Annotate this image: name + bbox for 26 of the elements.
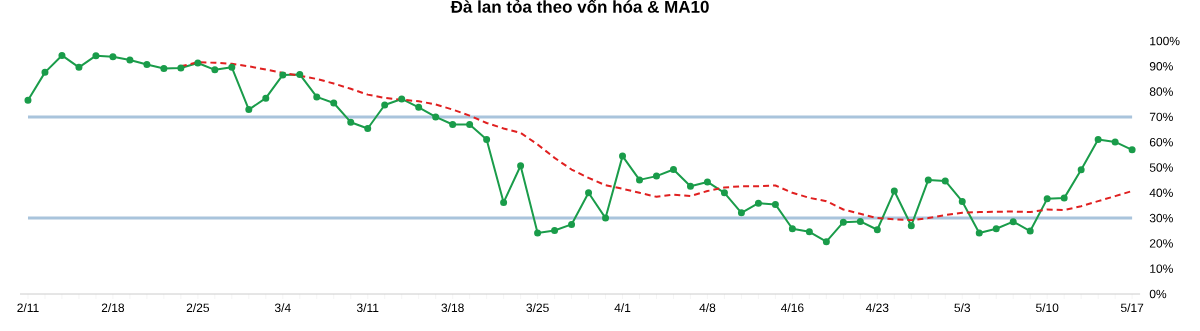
x-tick-label: 3/11: [356, 303, 379, 313]
x-tick-label: 3/25: [526, 303, 549, 313]
x-tick-label: 3/4: [274, 303, 291, 313]
y-tick-label: 30%: [1149, 213, 1173, 223]
x-tick-label: 4/23: [865, 303, 889, 313]
chart-title: Đà lan tỏa theo vốn hóa & MA10: [450, 0, 709, 13]
x-tick-label: 2/18: [101, 303, 125, 313]
x-tick-label: 5/17: [1120, 303, 1144, 313]
x-tick-label: 4/16: [780, 303, 804, 313]
y-tick-label: 80%: [1149, 87, 1173, 96]
y-tick-label: 0%: [1149, 289, 1167, 299]
y-tick-label: 50%: [1149, 163, 1173, 172]
x-tick-label: 4/1: [614, 303, 631, 313]
x-tick-label: 4/8: [699, 303, 716, 313]
y-tick-label: 70%: [1149, 112, 1173, 122]
x-tick-label: 3/18: [441, 303, 464, 313]
y-tick-label: 60%: [1149, 137, 1173, 147]
x-tick-label: 5/3: [954, 303, 971, 313]
x-tick-label: 2/25: [186, 303, 210, 313]
x-tick-label: 5/10: [1035, 303, 1059, 313]
y-tick-label: 40%: [1149, 188, 1173, 198]
y-tick-label: 90%: [1149, 62, 1173, 71]
x-tick-label: 2/11: [17, 303, 39, 313]
y-tick-label: 20%: [1149, 239, 1173, 248]
y-tick-label: 100%: [1150, 36, 1180, 46]
y-tick-label: 10%: [1150, 264, 1173, 273]
